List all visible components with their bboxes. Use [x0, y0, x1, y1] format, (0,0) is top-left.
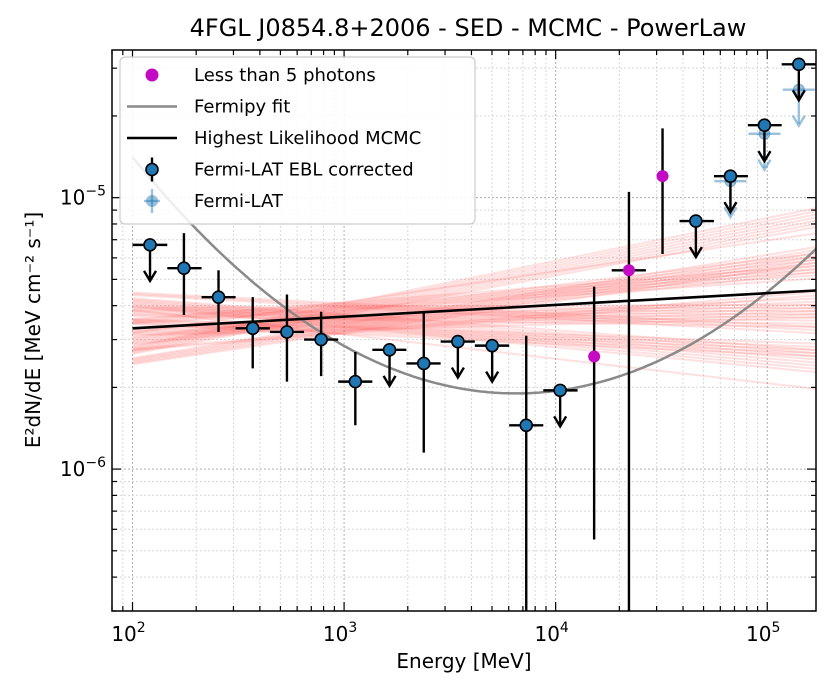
mcmc-sample-line: [132, 297, 817, 351]
legend-label: Less than 5 photons: [194, 65, 376, 86]
lowcount-point: [656, 170, 669, 183]
mcmc-sample-line: [132, 311, 817, 319]
mcmc-sample-line: [132, 222, 817, 354]
mcmc-sample-line: [132, 294, 817, 335]
mcmc-sample-line: [132, 292, 817, 332]
legend-dot-icon: [145, 68, 159, 82]
x-tick-label: 102: [111, 620, 145, 646]
y-tick-label: 10−5: [60, 184, 106, 210]
ebl-point: [553, 383, 567, 398]
ebl-point: [792, 57, 806, 72]
upper-limit-arrow: [757, 159, 772, 173]
legend-label: Fermi-LAT EBL corrected: [194, 160, 414, 181]
mcmc-sample-line: [132, 264, 817, 320]
ebl-point: [314, 332, 328, 347]
ebl-point: [451, 334, 465, 349]
upper-limit-arrow: [450, 366, 465, 380]
legend-point-icon: [145, 162, 159, 177]
ebl-point: [416, 356, 431, 371]
mcmc-sample-line: [132, 303, 817, 309]
mcmc-sample-line: [132, 310, 817, 316]
ebl-point: [689, 214, 703, 228]
legend-box: [119, 56, 476, 225]
mcmc-sample-line: [132, 291, 817, 351]
upper-limit-arrow: [791, 89, 806, 103]
mcmc-sample-line: [132, 302, 817, 364]
mcmc-sample-line: [132, 319, 817, 348]
mcmc-sample-line: [132, 313, 817, 325]
x-axis-label: Energy [MeV]: [396, 649, 531, 673]
mcmc-sample-line: [132, 249, 817, 361]
mcmc-sample-line: [132, 299, 817, 358]
mcmc-sample-line: [132, 274, 817, 324]
legend-label: Highest Likelihood MCMC: [194, 128, 421, 149]
ebl-point: [280, 325, 294, 339]
x-tick-label: 104: [534, 620, 568, 646]
ebl-point: [211, 290, 226, 304]
legend: Less than 5 photons Fermipy fit Highest Li…: [119, 56, 476, 225]
fermipy-fit-curve: [131, 156, 817, 395]
ebl-point: [519, 418, 534, 433]
ebl-point: [245, 321, 260, 336]
mcmc-sample-line: [132, 298, 817, 355]
mcmc-sample-line: [132, 304, 817, 370]
data-points: [132, 57, 816, 611]
mcmc-sample-line: [132, 258, 817, 365]
axis-ticks: [111, 50, 816, 612]
y-axis-label: E²dN/dE [MeV cm⁻² s⁻¹]: [21, 212, 45, 448]
mcmc-sample-line: [132, 313, 817, 336]
mcmc-sample-line: [132, 210, 817, 349]
mcmc-sample-line: [132, 268, 817, 322]
mcmc-sample-line: [132, 207, 817, 348]
mcmc-sample-line: [132, 300, 817, 331]
ebl-point: [485, 338, 499, 353]
ebl-point: [177, 261, 191, 275]
y-tick-label: 10−6: [60, 455, 106, 481]
ebl-point: [143, 238, 157, 252]
mcmc-sample-line: [132, 232, 817, 334]
mcmc-sample-line: [132, 303, 817, 367]
upper-limit-arrow: [553, 415, 568, 429]
lowcount-point: [588, 350, 601, 363]
mcmc-sample-line: [132, 277, 817, 325]
x-tick-label: 103: [323, 620, 357, 646]
upper-limit-arrow: [723, 201, 738, 215]
mcmc-sample-line: [132, 312, 817, 322]
mcmc-sample-line: [132, 245, 817, 360]
upper-limit-arrow: [382, 375, 397, 389]
mcmc-sample-line: [132, 314, 817, 328]
upper-limit-arrow: [142, 270, 158, 284]
x-tick-label: 105: [746, 620, 780, 646]
lowcount-point: [622, 264, 635, 277]
upper-limit-arrow: [485, 371, 500, 384]
mcmc-sample-line: [132, 300, 817, 361]
mcmc-sample-line: [132, 305, 817, 374]
upper-limit-arrow: [757, 150, 772, 164]
legend-point-icon: [146, 195, 158, 207]
ebl-point: [348, 374, 363, 389]
upper-limit-arrow: [723, 206, 738, 220]
chart-title: 4FGL J0854.8+2006 - SED - MCMC - PowerLa…: [190, 14, 747, 42]
best-fit-line: [132, 289, 817, 330]
mcmc-sample-line: [132, 316, 817, 337]
upper-limit-arrow: [688, 246, 703, 260]
mcmc-sample-line: [132, 255, 817, 340]
mcmc-sample-line: [132, 294, 817, 352]
ebl-point: [723, 169, 738, 183]
legend-label: Fermi-LAT: [194, 191, 284, 212]
legend-label: Fermipy fit: [194, 97, 290, 118]
ebl-point: [757, 118, 772, 132]
ebl-point: [382, 343, 397, 357]
tick-labels: 102 103 104 105 10−6 10−5: [60, 184, 781, 646]
mcmc-sample-line: [132, 252, 817, 362]
upper-limit-arrow: [791, 115, 806, 128]
mcmc-sample-line: [132, 268, 817, 345]
mcmc-samples: [132, 207, 817, 390]
plot-frame: [111, 49, 817, 612]
mcmc-sample-line: [132, 261, 817, 366]
mcmc-sample-line: [132, 271, 817, 323]
